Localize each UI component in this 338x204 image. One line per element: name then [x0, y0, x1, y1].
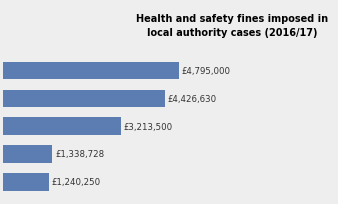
Text: £3,213,500: £3,213,500 [124, 122, 173, 131]
Text: £1,338,728: £1,338,728 [55, 150, 104, 159]
Text: £1,240,250: £1,240,250 [52, 177, 101, 186]
Bar [3, 62, 178, 80]
Text: Health and safety fines imposed in
local authority cases (2016/17): Health and safety fines imposed in local… [136, 14, 328, 37]
Bar [3, 173, 49, 191]
Bar [3, 90, 165, 107]
Text: £4,426,630: £4,426,630 [168, 94, 217, 103]
Bar [3, 146, 52, 163]
Bar [3, 118, 121, 135]
Text: £4,795,000: £4,795,000 [182, 67, 231, 75]
